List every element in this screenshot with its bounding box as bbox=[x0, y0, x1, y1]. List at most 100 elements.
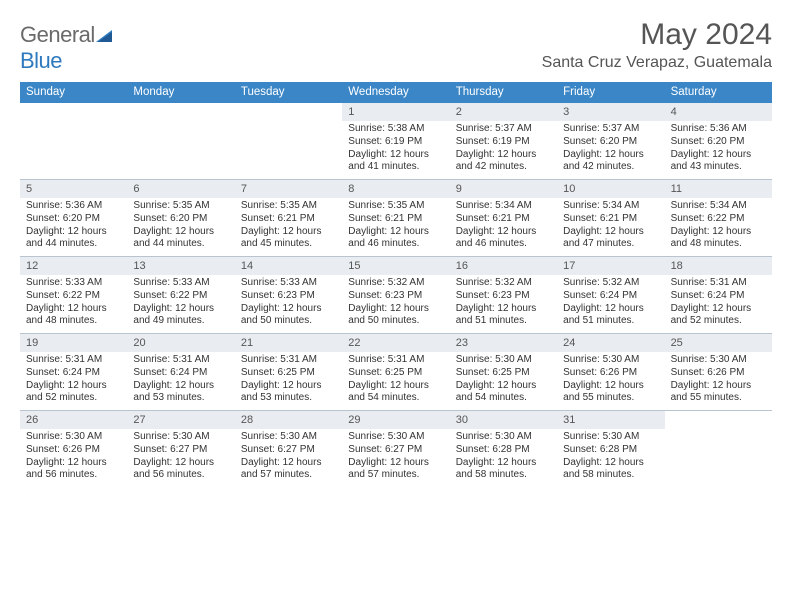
cell-body: Sunrise: 5:33 AMSunset: 6:22 PMDaylight:… bbox=[20, 275, 127, 332]
sunset-text: Sunset: 6:23 PM bbox=[348, 290, 443, 303]
sunrise-text: Sunrise: 5:30 AM bbox=[671, 354, 766, 367]
calendar-cell: 13Sunrise: 5:33 AMSunset: 6:22 PMDayligh… bbox=[127, 257, 234, 333]
daylight-text: Daylight: 12 hours and 56 minutes. bbox=[26, 457, 121, 483]
daylight-text: Daylight: 12 hours and 43 minutes. bbox=[671, 149, 766, 175]
sunset-text: Sunset: 6:19 PM bbox=[456, 136, 551, 149]
sunset-text: Sunset: 6:21 PM bbox=[241, 213, 336, 226]
calendar-cell: 4Sunrise: 5:36 AMSunset: 6:20 PMDaylight… bbox=[665, 103, 772, 179]
daylight-text: Daylight: 12 hours and 54 minutes. bbox=[456, 380, 551, 406]
day-number: 28 bbox=[235, 411, 342, 429]
sunset-text: Sunset: 6:20 PM bbox=[671, 136, 766, 149]
cell-body: Sunrise: 5:33 AMSunset: 6:23 PMDaylight:… bbox=[235, 275, 342, 332]
daylight-text: Daylight: 12 hours and 55 minutes. bbox=[563, 380, 658, 406]
day-number: 26 bbox=[20, 411, 127, 429]
sunset-text: Sunset: 6:19 PM bbox=[348, 136, 443, 149]
sunrise-text: Sunrise: 5:37 AM bbox=[456, 123, 551, 136]
sunset-text: Sunset: 6:28 PM bbox=[456, 444, 551, 457]
cell-body: Sunrise: 5:32 AMSunset: 6:23 PMDaylight:… bbox=[342, 275, 449, 332]
cell-body: Sunrise: 5:35 AMSunset: 6:21 PMDaylight:… bbox=[342, 198, 449, 255]
daylight-text: Daylight: 12 hours and 49 minutes. bbox=[133, 303, 228, 329]
daylight-text: Daylight: 12 hours and 48 minutes. bbox=[26, 303, 121, 329]
sunrise-text: Sunrise: 5:36 AM bbox=[26, 200, 121, 213]
calendar-cell: 18Sunrise: 5:31 AMSunset: 6:24 PMDayligh… bbox=[665, 257, 772, 333]
day-number: 25 bbox=[665, 334, 772, 352]
location-text: Santa Cruz Verapaz, Guatemala bbox=[542, 54, 772, 72]
cell-body: Sunrise: 5:31 AMSunset: 6:24 PMDaylight:… bbox=[665, 275, 772, 332]
sunset-text: Sunset: 6:27 PM bbox=[241, 444, 336, 457]
daylight-text: Daylight: 12 hours and 52 minutes. bbox=[26, 380, 121, 406]
calendar-cell: 19Sunrise: 5:31 AMSunset: 6:24 PMDayligh… bbox=[20, 334, 127, 410]
sunset-text: Sunset: 6:26 PM bbox=[26, 444, 121, 457]
sunrise-text: Sunrise: 5:34 AM bbox=[671, 200, 766, 213]
calendar-week-row: ···1Sunrise: 5:38 AMSunset: 6:19 PMDayli… bbox=[20, 103, 772, 180]
sunset-text: Sunset: 6:20 PM bbox=[133, 213, 228, 226]
calendar-cell: 1Sunrise: 5:38 AMSunset: 6:19 PMDaylight… bbox=[342, 103, 449, 179]
cell-body: Sunrise: 5:30 AMSunset: 6:25 PMDaylight:… bbox=[450, 352, 557, 409]
sunrise-text: Sunrise: 5:30 AM bbox=[241, 431, 336, 444]
sunset-text: Sunset: 6:21 PM bbox=[348, 213, 443, 226]
sunset-text: Sunset: 6:24 PM bbox=[133, 367, 228, 380]
cell-body: Sunrise: 5:30 AMSunset: 6:27 PMDaylight:… bbox=[235, 429, 342, 486]
day-number: 23 bbox=[450, 334, 557, 352]
day-number: 24 bbox=[557, 334, 664, 352]
calendar-week-row: 26Sunrise: 5:30 AMSunset: 6:26 PMDayligh… bbox=[20, 411, 772, 487]
cell-body: Sunrise: 5:33 AMSunset: 6:22 PMDaylight:… bbox=[127, 275, 234, 332]
calendar-weeks: ···1Sunrise: 5:38 AMSunset: 6:19 PMDayli… bbox=[20, 103, 772, 487]
calendar-cell: 15Sunrise: 5:32 AMSunset: 6:23 PMDayligh… bbox=[342, 257, 449, 333]
cell-body: Sunrise: 5:30 AMSunset: 6:26 PMDaylight:… bbox=[665, 352, 772, 409]
calendar-cell: · bbox=[665, 411, 772, 487]
logo-triangle-icon bbox=[96, 22, 116, 48]
logo: GeneralBlue bbox=[20, 22, 116, 74]
calendar-cell: 25Sunrise: 5:30 AMSunset: 6:26 PMDayligh… bbox=[665, 334, 772, 410]
calendar-cell: 20Sunrise: 5:31 AMSunset: 6:24 PMDayligh… bbox=[127, 334, 234, 410]
day-header-cell: Saturday bbox=[665, 82, 772, 103]
sunrise-text: Sunrise: 5:30 AM bbox=[456, 354, 551, 367]
day-number: 30 bbox=[450, 411, 557, 429]
sunrise-text: Sunrise: 5:31 AM bbox=[26, 354, 121, 367]
day-number: 5 bbox=[20, 180, 127, 198]
calendar-week-row: 19Sunrise: 5:31 AMSunset: 6:24 PMDayligh… bbox=[20, 334, 772, 411]
sunrise-text: Sunrise: 5:34 AM bbox=[563, 200, 658, 213]
sunrise-text: Sunrise: 5:33 AM bbox=[241, 277, 336, 290]
cell-body: Sunrise: 5:34 AMSunset: 6:21 PMDaylight:… bbox=[557, 198, 664, 255]
day-number: 20 bbox=[127, 334, 234, 352]
sunset-text: Sunset: 6:24 PM bbox=[563, 290, 658, 303]
calendar-cell: 29Sunrise: 5:30 AMSunset: 6:27 PMDayligh… bbox=[342, 411, 449, 487]
daylight-text: Daylight: 12 hours and 53 minutes. bbox=[133, 380, 228, 406]
sunrise-text: Sunrise: 5:31 AM bbox=[241, 354, 336, 367]
day-number: 4 bbox=[665, 103, 772, 121]
cell-body: Sunrise: 5:30 AMSunset: 6:26 PMDaylight:… bbox=[557, 352, 664, 409]
sunset-text: Sunset: 6:24 PM bbox=[26, 367, 121, 380]
sunset-text: Sunset: 6:22 PM bbox=[26, 290, 121, 303]
cell-body: Sunrise: 5:31 AMSunset: 6:24 PMDaylight:… bbox=[20, 352, 127, 409]
day-header-cell: Tuesday bbox=[235, 82, 342, 103]
sunset-text: Sunset: 6:20 PM bbox=[563, 136, 658, 149]
sunset-text: Sunset: 6:27 PM bbox=[133, 444, 228, 457]
calendar-day-header: SundayMondayTuesdayWednesdayThursdayFrid… bbox=[20, 82, 772, 103]
calendar-cell: 12Sunrise: 5:33 AMSunset: 6:22 PMDayligh… bbox=[20, 257, 127, 333]
daylight-text: Daylight: 12 hours and 41 minutes. bbox=[348, 149, 443, 175]
calendar-cell: 5Sunrise: 5:36 AMSunset: 6:20 PMDaylight… bbox=[20, 180, 127, 256]
cell-body: Sunrise: 5:34 AMSunset: 6:21 PMDaylight:… bbox=[450, 198, 557, 255]
sunset-text: Sunset: 6:23 PM bbox=[241, 290, 336, 303]
sunrise-text: Sunrise: 5:33 AM bbox=[26, 277, 121, 290]
sunrise-text: Sunrise: 5:32 AM bbox=[456, 277, 551, 290]
calendar-week-row: 5Sunrise: 5:36 AMSunset: 6:20 PMDaylight… bbox=[20, 180, 772, 257]
cell-body: Sunrise: 5:34 AMSunset: 6:22 PMDaylight:… bbox=[665, 198, 772, 255]
daylight-text: Daylight: 12 hours and 57 minutes. bbox=[348, 457, 443, 483]
day-number: 27 bbox=[127, 411, 234, 429]
sunrise-text: Sunrise: 5:30 AM bbox=[456, 431, 551, 444]
sunset-text: Sunset: 6:21 PM bbox=[456, 213, 551, 226]
calendar-cell: 31Sunrise: 5:30 AMSunset: 6:28 PMDayligh… bbox=[557, 411, 664, 487]
daylight-text: Daylight: 12 hours and 47 minutes. bbox=[563, 226, 658, 252]
sunrise-text: Sunrise: 5:31 AM bbox=[348, 354, 443, 367]
day-header-cell: Monday bbox=[127, 82, 234, 103]
cell-body: Sunrise: 5:36 AMSunset: 6:20 PMDaylight:… bbox=[20, 198, 127, 255]
sunset-text: Sunset: 6:25 PM bbox=[456, 367, 551, 380]
cell-body: Sunrise: 5:32 AMSunset: 6:23 PMDaylight:… bbox=[450, 275, 557, 332]
daylight-text: Daylight: 12 hours and 55 minutes. bbox=[671, 380, 766, 406]
day-number: 11 bbox=[665, 180, 772, 198]
calendar-cell: 2Sunrise: 5:37 AMSunset: 6:19 PMDaylight… bbox=[450, 103, 557, 179]
day-number: 9 bbox=[450, 180, 557, 198]
daylight-text: Daylight: 12 hours and 56 minutes. bbox=[133, 457, 228, 483]
